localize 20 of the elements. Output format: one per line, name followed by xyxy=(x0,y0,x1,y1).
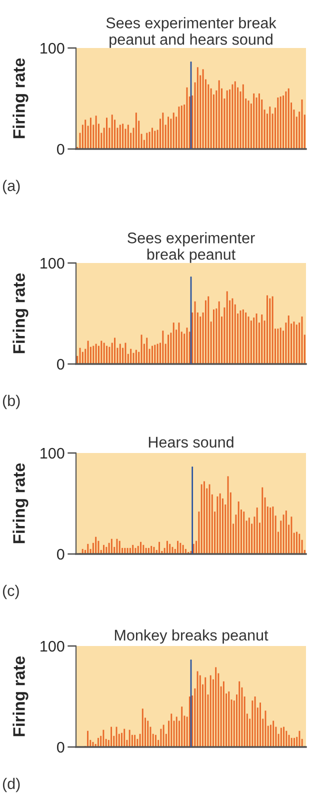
y-tick-label: 0 xyxy=(56,742,64,753)
y-tick-label: 100 xyxy=(40,42,64,54)
text: (d) xyxy=(2,778,20,792)
chart-title: Monkey breaks peanut xyxy=(114,629,268,644)
y-tick-label: 0 xyxy=(56,144,64,155)
text: (a) xyxy=(2,180,20,194)
y-axis-title: Firing rate xyxy=(12,463,28,544)
chart-title: Hears sound xyxy=(148,436,234,448)
y-axis-title: Firing rate xyxy=(12,656,28,736)
y-tick-label: 100 xyxy=(40,258,64,269)
y-tick-label: 0 xyxy=(56,548,64,560)
chart-title: Sees experimenter break peanut xyxy=(128,232,255,263)
chart-title: Sees experimenter break peanut and hears sound xyxy=(106,17,276,48)
y-tick-label: 0 xyxy=(56,358,64,370)
y-axis-title: Firing rate xyxy=(12,273,28,354)
y-tick-label: 100 xyxy=(40,640,64,652)
y-axis-title: Firing rate xyxy=(12,58,28,138)
text: (c) xyxy=(2,584,19,600)
y-tick-label: 100 xyxy=(40,448,64,459)
text: (b) xyxy=(2,394,20,410)
